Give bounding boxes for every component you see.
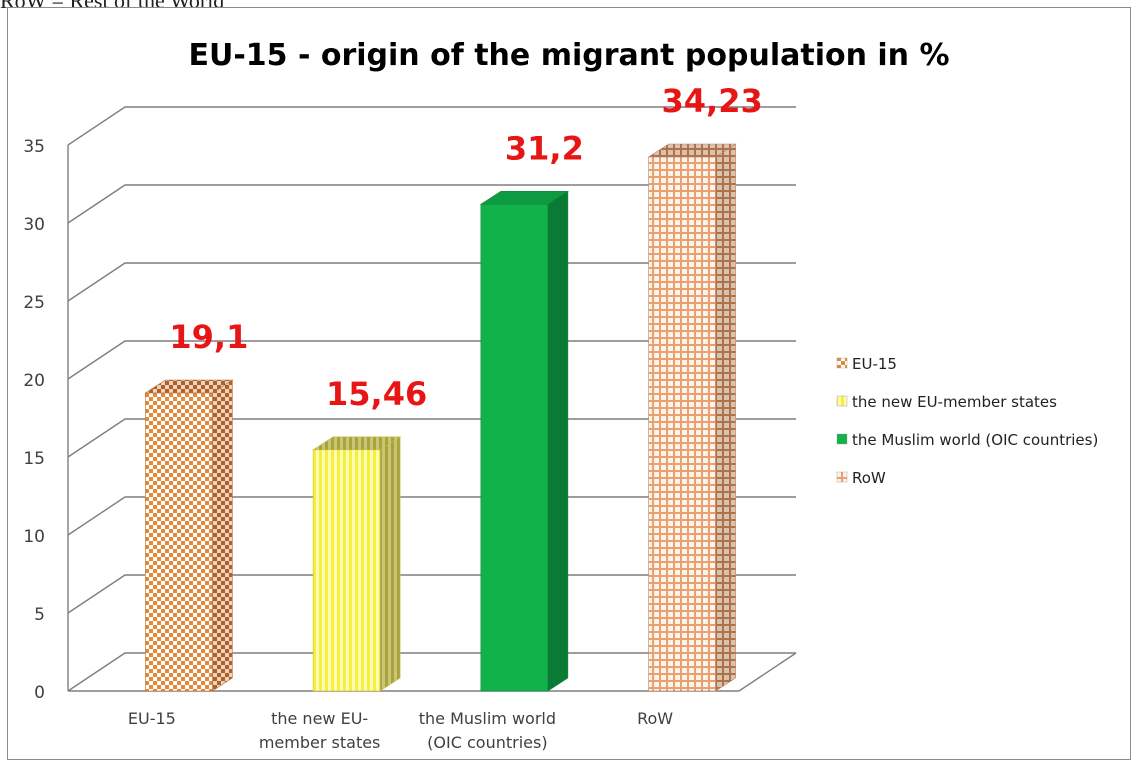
value-label: 34,23: [662, 82, 763, 120]
y-tick-label: 25: [23, 293, 45, 313]
value-labels: 19,1 15,46 31,2 34,23: [169, 82, 762, 413]
bar: [479, 190, 569, 692]
bar-side: [212, 379, 233, 692]
bar-side: [715, 143, 736, 692]
x-tick-label: the new EU-: [271, 709, 368, 728]
bar-side: [379, 436, 401, 692]
y-tick-label: 15: [23, 449, 45, 469]
gridline: [67, 340, 796, 380]
legend-label: the new EU-member states: [852, 393, 1057, 411]
bar: [312, 436, 402, 692]
legend-label: RoW: [852, 469, 886, 487]
x-tick-label: the Muslim world: [419, 709, 556, 728]
x-tick-label: member states: [259, 733, 381, 752]
legend: EU-15 the new EU-member states the Muslim …: [836, 355, 1098, 487]
bar-chart: 0 5 10 15 20 25 30 35 19,1 15,46 31,2 34,23 EU-15 t…: [23, 38, 1098, 752]
bar: [647, 143, 737, 692]
gridline: [67, 574, 796, 614]
x-tick-label: EU-15: [128, 709, 176, 728]
y-tick-label: 30: [23, 215, 45, 235]
gridline: [67, 106, 796, 146]
legend-swatch: [836, 357, 848, 369]
floor-edge: [738, 652, 797, 692]
gridline: [67, 652, 796, 692]
x-axis: EU-15 the new EU-member states the Muslim …: [128, 709, 673, 752]
y-axis: 0 5 10 15 20 25 30 35: [23, 137, 45, 703]
legend-label: EU-15: [852, 355, 897, 373]
bar: [144, 379, 234, 692]
x-tick-label: (OIC countries): [427, 733, 547, 752]
bar-front: [648, 156, 716, 692]
value-label: 19,1: [169, 318, 248, 356]
legend-label: the Muslim world (OIC countries): [852, 431, 1098, 449]
legend-swatch: [836, 433, 848, 445]
y-tick-label: 35: [23, 137, 45, 157]
value-label: 31,2: [505, 129, 584, 167]
bar-front: [480, 203, 549, 692]
chart-frame: 0 5 10 15 20 25 30 35 19,1 15,46 31,2 34,23 EU-15 t…: [7, 7, 1131, 760]
gridline: [67, 496, 796, 536]
y-tick-label: 10: [23, 527, 45, 547]
bars: [144, 143, 737, 692]
y-tick-label: 20: [23, 371, 45, 391]
gridline: [67, 262, 796, 302]
y-tick-label: 0: [34, 683, 45, 703]
bar-front: [145, 392, 213, 692]
gridline: [67, 184, 796, 224]
x-tick-label: RoW: [637, 709, 673, 728]
gridline: [67, 418, 796, 458]
bar-front: [312, 449, 381, 692]
bar-side: [547, 190, 569, 692]
chart-title: EU-15 - origin of the migrant population…: [188, 38, 949, 73]
legend-swatch: [836, 471, 848, 483]
value-label: 15,46: [326, 375, 427, 413]
legend-swatch: [836, 395, 848, 407]
y-tick-label: 5: [34, 605, 45, 625]
